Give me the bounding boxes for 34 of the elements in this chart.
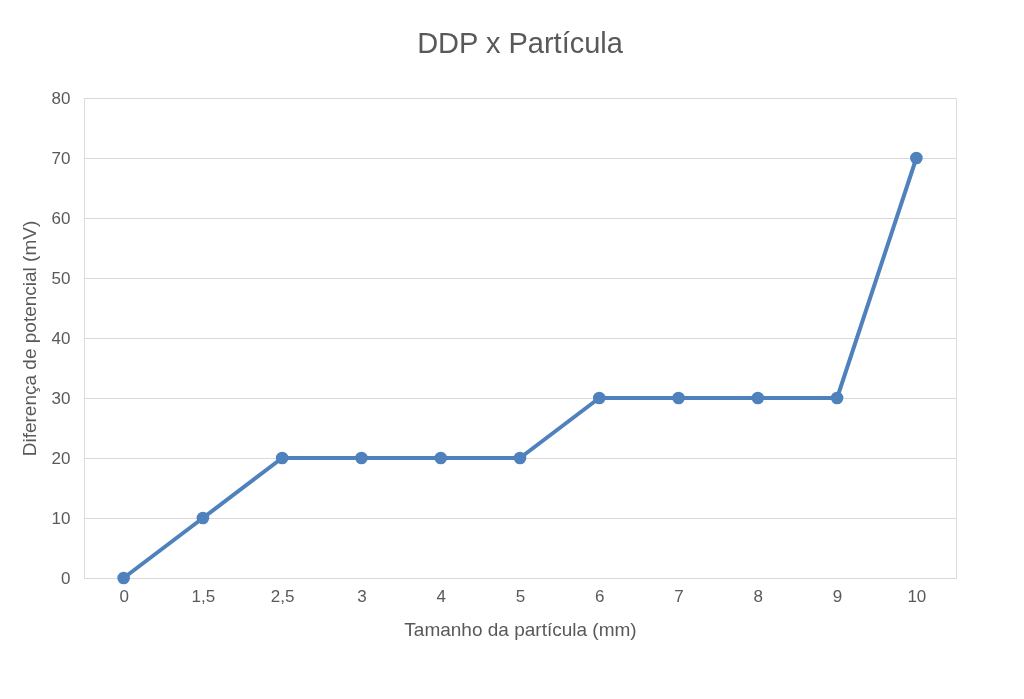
- point: [196, 511, 210, 525]
- y-tick-label: 20: [51, 448, 71, 468]
- y-tick-label: 40: [51, 328, 71, 348]
- x-tick-label: 1,5: [191, 586, 216, 606]
- y-tick-label: 50: [51, 268, 71, 288]
- x-tick-label: 7: [674, 586, 684, 606]
- point: [355, 451, 368, 465]
- point: [910, 151, 923, 165]
- x-tick-label: 8: [753, 586, 764, 606]
- x-tick-label: 4: [436, 586, 446, 606]
- y-tick-label: 10: [51, 508, 71, 528]
- point: [672, 391, 685, 405]
- x-axis-title: Tamanho da partícula (mm): [404, 618, 637, 640]
- point: [434, 451, 448, 465]
- x-tick-label: 10: [907, 586, 927, 606]
- x-tick-label: 9: [832, 586, 843, 606]
- point: [592, 391, 606, 405]
- point: [117, 571, 130, 585]
- y-tick-label: 80: [51, 88, 71, 108]
- x-tick-label: 5: [515, 586, 526, 606]
- x-tick-label: 3: [357, 586, 367, 606]
- x-tick-label: 0: [119, 586, 129, 606]
- x-tick-label: 6: [595, 586, 605, 606]
- y-tick-label: 0: [61, 568, 71, 588]
- point: [830, 391, 844, 405]
- y-tick-label: 60: [51, 208, 71, 228]
- y-tick-label: 30: [51, 388, 71, 408]
- y-axis-title: Diferença de potencial (mV): [18, 220, 40, 457]
- point: [751, 391, 765, 405]
- x-tick-label: 2,5: [270, 586, 295, 606]
- chart-title: DDP x Partícula: [417, 27, 624, 59]
- point: [513, 451, 527, 465]
- point: [275, 451, 289, 465]
- y-tick-label: 70: [51, 148, 71, 168]
